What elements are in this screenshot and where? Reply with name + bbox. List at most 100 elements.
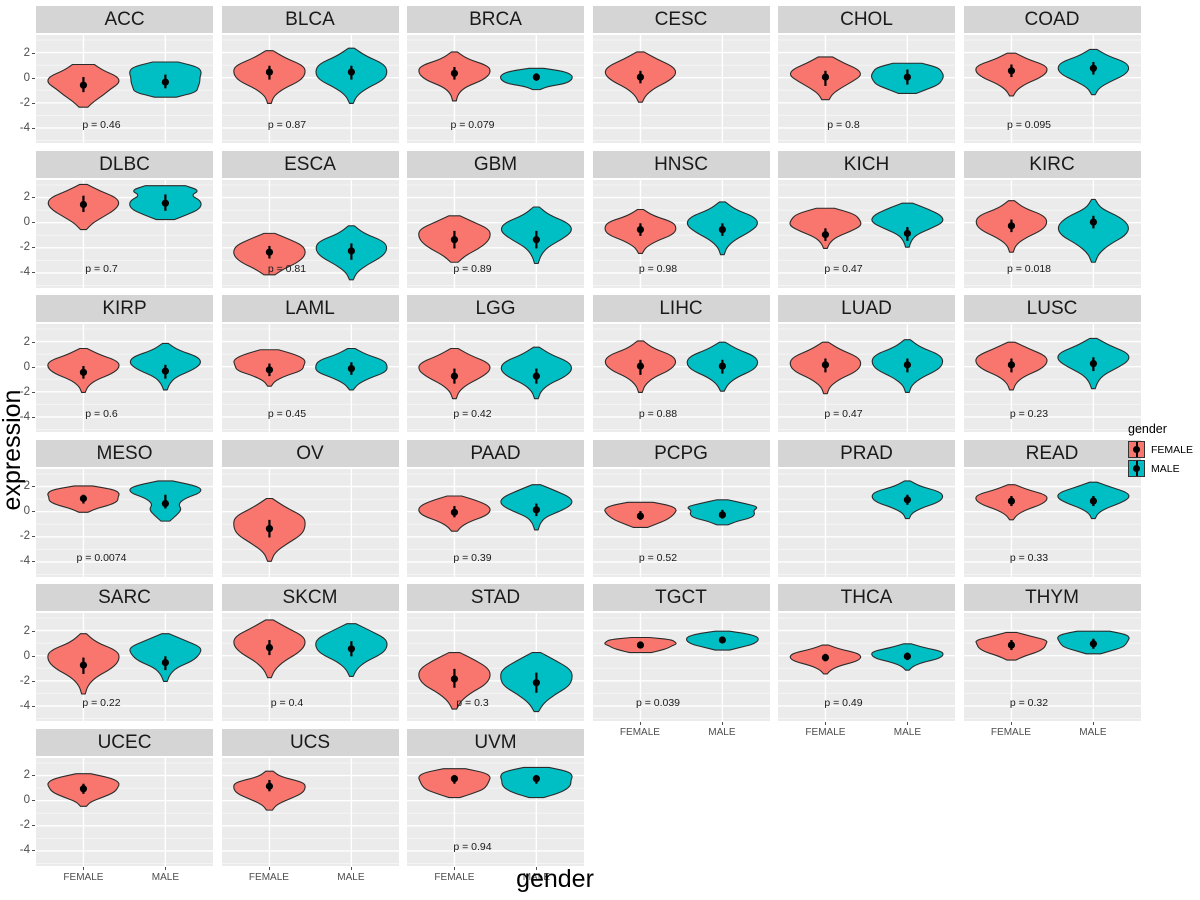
p-value-label: p = 0.47 [824,263,863,275]
facet-lihc: LIHC p = 0.88 [592,295,774,440]
facet-strip-dlbc: DLBC [36,150,213,178]
y-tick-mark [32,800,35,802]
facet-brca: BRCA p = 0.079 [407,6,588,151]
legend-item-male[interactable]: MALE [1128,460,1193,477]
median-point-male [532,774,540,782]
facet-panel-ucs [221,757,399,866]
median-point-male [161,659,169,667]
facet-panel-kirp [36,324,213,432]
facet-panel-hnsc [592,179,770,288]
facet-laml: LAML p = 0.45 [221,295,403,440]
facet-panel-paad [407,468,584,577]
p-value-label: p = 0.018 [1006,263,1052,275]
median-point-male [903,652,911,660]
x-tick-label: FEMALE [990,727,1031,738]
p-value-label: p = 0.079 [450,118,495,131]
violin-canvas [407,468,584,577]
x-axis-title: gender [516,864,594,893]
legend-key-swatch [1128,460,1145,477]
facet-esca: ESCA p = 0.81 [221,150,403,296]
facet-strip-label: BLCA [285,9,335,30]
facet-ov: OV [221,439,403,585]
facet-panel-meso [36,468,213,577]
y-tick-mark [32,77,35,79]
facet-strip-label: THYM [1025,587,1079,608]
y-tick-mark [32,102,35,104]
facet-strip-label: STAD [470,587,521,608]
facet-meso: MESO p = 0.0074 2 0 -2 -4 [20,439,217,585]
p-value-label: p = 0.46 [82,118,121,131]
y-tick-mark [32,366,35,368]
legend-item-female[interactable]: FEMALE [1128,441,1193,458]
y-tick-label: 2 [23,335,30,348]
facet-strip-lusc: LUSC [963,295,1141,322]
p-value-label: p = 0.39 [453,552,492,564]
x-tick-mark [165,866,167,870]
x-tick-mark [721,722,723,725]
facet-strip-prad: PRAD [778,439,955,467]
p-value-label: p = 0.81 [267,263,307,275]
median-point-female [79,661,88,669]
median-point-male [532,372,540,380]
p-value-label: p = 0.7 [85,263,118,275]
median-point-female [265,366,273,374]
x-tick-mark [83,866,85,870]
y-tick-label: -2 [19,674,30,687]
x-tick-mark [350,866,352,870]
y-tick-mark [32,416,35,418]
facet-uvm: UVM p = 0.94 FEMALE MALE [407,728,588,896]
median-point-male [903,73,911,81]
violin-male [871,202,944,248]
y-tick-label: 2 [23,769,30,782]
facet-panel-skcm [221,613,399,721]
facet-gbm: GBM p = 0.89 [407,150,588,296]
median-point-male [347,246,355,255]
x-tick-mark [639,722,641,725]
facet-panel-sarc [36,613,213,721]
violin-canvas [36,613,213,721]
facet-strip-chol: CHOL [778,6,955,33]
y-tick-mark [32,341,35,343]
facet-chol: CHOL p = 0.8 [778,6,959,151]
violin-canvas [36,324,213,432]
median-point-male [347,364,355,373]
violin-canvas [221,613,399,721]
facet-strip-label: UCEC [97,731,152,753]
facet-thym: THYM p = 0.32 FEMALE MALE [963,584,1145,738]
y-tick-label: -4 [19,844,30,857]
facet-cesc: CESC [592,6,774,151]
facet-thca: THCA p = 0.49 FEMALE MALE [778,584,959,738]
facet-prad: PRAD [778,439,959,585]
legend-key-swatch [1128,441,1145,458]
median-point-female [450,69,459,77]
facet-strip-label: UCS [289,731,331,753]
facet-strip-label: ACC [104,9,145,30]
facet-strip-stad: STAD [407,584,584,611]
facet-panel-esca [221,179,399,288]
violin-canvas [592,179,770,288]
median-point-female [450,235,459,243]
facet-strip-kich: KICH [778,150,955,178]
facet-kich: KICH p = 0.47 [778,150,959,296]
y-tick-mark [32,680,35,682]
median-point-male [161,499,169,507]
p-value-label: p = 0.23 [1009,407,1049,420]
y-tick-mark [32,52,35,54]
median-point-female [821,653,830,662]
facet-strip-ov: OV [221,439,399,467]
violin-canvas [778,179,955,288]
y-tick-label: -4 [19,410,30,423]
y-tick-label: -2 [19,241,30,254]
violin-canvas [407,757,584,866]
y-tick-label: 2 [23,624,30,637]
violin-canvas [221,324,399,432]
x-tick-mark [1010,722,1012,725]
violin-canvas [221,179,399,288]
facet-acc: ACC p = 0.46 2 0 -2 -4 [20,6,217,151]
median-point-male [1089,217,1097,226]
y-tick-label: 0 [23,794,30,807]
violin-canvas [592,35,770,143]
p-value-label: p = 0.42 [453,407,492,420]
x-tick-mark [1092,722,1094,725]
y-tick-mark [32,775,35,777]
